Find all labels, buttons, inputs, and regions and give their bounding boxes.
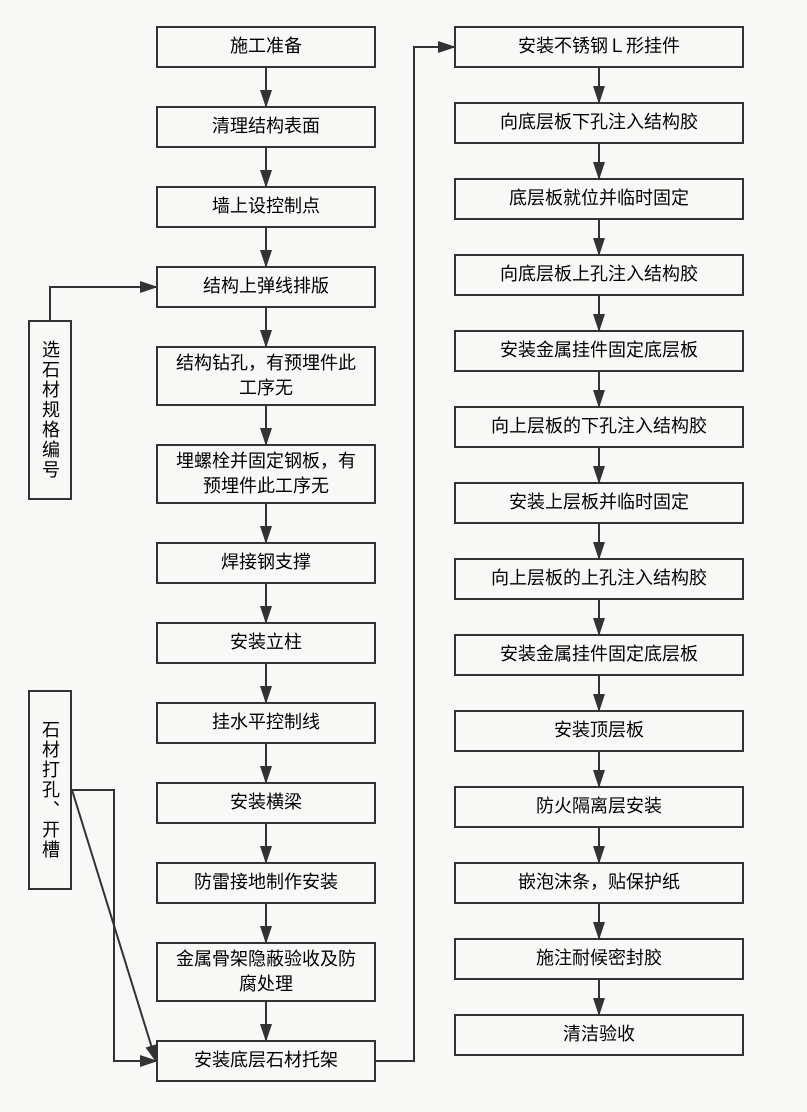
flow-node-label: 向上层板的下孔注入结构胶 bbox=[491, 414, 707, 439]
flow-node-label: 安装金属挂件固定底层板 bbox=[500, 338, 698, 363]
flow-node-label: 防雷接地制作安装 bbox=[194, 870, 338, 895]
flow-node-side2: 石材打孔、开槽 bbox=[28, 690, 72, 890]
flow-node-a9: 挂水平控制线 bbox=[156, 702, 376, 744]
flow-node-label: 埋螺栓并固定钢板，有预埋件此工序无 bbox=[168, 449, 364, 499]
flow-node-label: 焊接钢支撑 bbox=[221, 550, 311, 575]
flow-node-label: 清理结构表面 bbox=[212, 114, 320, 139]
flow-node-label: 清洁验收 bbox=[563, 1022, 635, 1047]
flow-node-b2: 向底层板下孔注入结构胶 bbox=[454, 102, 744, 144]
flow-node-a7: 焊接钢支撑 bbox=[156, 542, 376, 584]
flow-node-b4: 向底层板上孔注入结构胶 bbox=[454, 254, 744, 296]
flow-node-b1: 安装不锈钢Ｌ形挂件 bbox=[454, 26, 744, 68]
flow-node-a1: 施工准备 bbox=[156, 26, 376, 68]
flow-node-b6: 向上层板的下孔注入结构胶 bbox=[454, 406, 744, 448]
flow-node-a13: 安装底层石材托架 bbox=[156, 1040, 376, 1082]
flow-node-label: 底层板就位并临时固定 bbox=[509, 186, 689, 211]
flow-node-a3: 墙上设控制点 bbox=[156, 186, 376, 228]
flow-node-label: 挂水平控制线 bbox=[212, 710, 320, 735]
flow-node-label: 嵌泡沫条，贴保护纸 bbox=[518, 870, 680, 895]
flow-node-label: 墙上设控制点 bbox=[212, 194, 320, 219]
flow-node-label: 安装顶层板 bbox=[554, 718, 644, 743]
flow-node-label: 施注耐候密封胶 bbox=[536, 946, 662, 971]
flow-node-b14: 清洁验收 bbox=[454, 1014, 744, 1056]
flow-node-a11: 防雷接地制作安装 bbox=[156, 862, 376, 904]
flow-node-a10: 安装横梁 bbox=[156, 782, 376, 824]
flow-node-b3: 底层板就位并临时固定 bbox=[454, 178, 744, 220]
flow-node-a5: 结构钻孔，有预埋件此工序无 bbox=[156, 346, 376, 406]
flow-node-a6: 埋螺栓并固定钢板，有预埋件此工序无 bbox=[156, 444, 376, 504]
flow-node-label: 结构钻孔，有预埋件此工序无 bbox=[168, 351, 364, 401]
flow-node-label: 选石材规格编号 bbox=[37, 340, 63, 480]
flow-node-b8: 向上层板的上孔注入结构胶 bbox=[454, 558, 744, 600]
flow-node-a2: 清理结构表面 bbox=[156, 106, 376, 148]
flow-node-label: 安装底层石材托架 bbox=[194, 1048, 338, 1073]
flow-node-b11: 防火隔离层安装 bbox=[454, 786, 744, 828]
flow-node-b7: 安装上层板并临时固定 bbox=[454, 482, 744, 524]
flow-node-label: 施工准备 bbox=[230, 34, 302, 59]
flow-node-label: 安装横梁 bbox=[230, 790, 302, 815]
flow-node-label: 向底层板下孔注入结构胶 bbox=[500, 110, 698, 135]
flow-node-label: 石材打孔、开槽 bbox=[37, 720, 63, 860]
flow-node-label: 安装不锈钢Ｌ形挂件 bbox=[518, 34, 680, 59]
flow-node-side1: 选石材规格编号 bbox=[28, 320, 72, 500]
flow-node-label: 安装金属挂件固定底层板 bbox=[500, 642, 698, 667]
flow-node-label: 金属骨架隐蔽验收及防腐处理 bbox=[168, 947, 364, 997]
flow-node-a4: 结构上弹线排版 bbox=[156, 266, 376, 308]
flow-node-label: 向上层板的上孔注入结构胶 bbox=[491, 566, 707, 591]
flow-node-label: 安装立柱 bbox=[230, 630, 302, 655]
flow-node-label: 防火隔离层安装 bbox=[536, 794, 662, 819]
flow-node-label: 安装上层板并临时固定 bbox=[509, 490, 689, 515]
flow-node-b9: 安装金属挂件固定底层板 bbox=[454, 634, 744, 676]
flow-node-a8: 安装立柱 bbox=[156, 622, 376, 664]
flow-node-label: 结构上弹线排版 bbox=[203, 274, 329, 299]
flow-node-b5: 安装金属挂件固定底层板 bbox=[454, 330, 744, 372]
flow-node-a12: 金属骨架隐蔽验收及防腐处理 bbox=[156, 942, 376, 1002]
flow-node-label: 向底层板上孔注入结构胶 bbox=[500, 262, 698, 287]
flow-node-b12: 嵌泡沫条，贴保护纸 bbox=[454, 862, 744, 904]
flow-node-b10: 安装顶层板 bbox=[454, 710, 744, 752]
flow-node-b13: 施注耐候密封胶 bbox=[454, 938, 744, 980]
